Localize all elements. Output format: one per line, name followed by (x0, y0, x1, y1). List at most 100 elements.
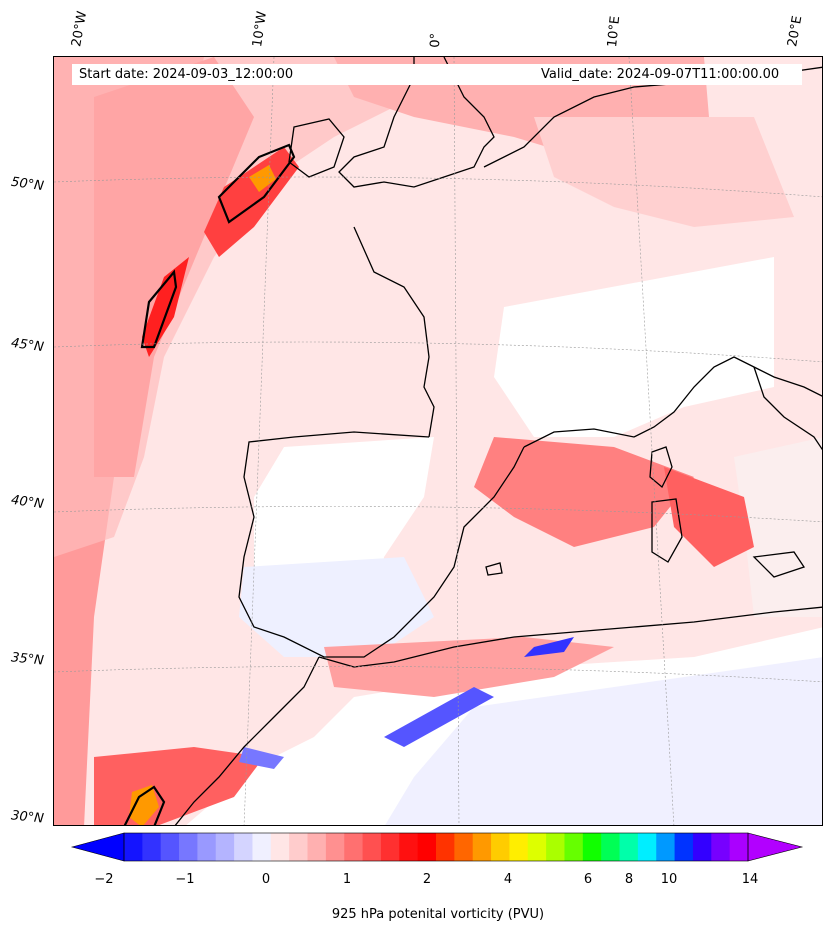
lon-label-0: 0° (428, 32, 444, 48)
colorbar-cell (491, 833, 510, 861)
coastlines (174, 57, 822, 825)
lon-label-10e: 10°E (605, 15, 624, 49)
pv-max-uk-orange (249, 165, 276, 192)
colorbar-cell (362, 833, 382, 861)
colorbar-cell (656, 833, 676, 861)
pv-field-northwest (54, 57, 434, 557)
colorbar-cell (142, 833, 162, 861)
pv-min-med-strip (524, 637, 574, 657)
lon-label-10w: 10°W (250, 10, 270, 48)
colorbar-cells (124, 833, 749, 861)
coastline-mallorca (485, 562, 503, 576)
lat-label-30n: 30°N (10, 808, 45, 827)
colorbar-cell (197, 833, 217, 861)
colorbar-cell (637, 833, 657, 861)
colorbar-cell (436, 833, 455, 861)
graticule-lat-45 (54, 341, 822, 363)
colorbar-title: 925 hPa potenital vorticity (PVU) (331, 907, 545, 922)
colorbar-cell (527, 833, 547, 861)
colorbar-cell (344, 833, 364, 861)
colorbar-cell (692, 833, 712, 861)
pv-max-balearic (474, 437, 694, 547)
coastline-italy-boot (753, 366, 822, 451)
colorbar-tick-label: 1 (342, 872, 352, 887)
colorbar-tick-label: −1 (175, 872, 195, 887)
colorbar-cell (270, 833, 290, 861)
colorbar-tick-label: 0 (261, 872, 271, 887)
colorbar-cell (417, 833, 437, 861)
colorbar-cell (234, 833, 253, 861)
coastline-iberia (238, 431, 525, 658)
lon-label-20e: 20°E (785, 14, 806, 48)
pv-field-sahara-lavender (385, 657, 822, 825)
colorbar-cell (399, 833, 419, 861)
colorbar-cell (674, 833, 694, 861)
colorbar-cell (509, 833, 529, 861)
colorbar (70, 832, 804, 862)
coastline-great-britain (338, 57, 495, 188)
map-panel (53, 56, 823, 826)
coastline-morocco-atlantic (174, 656, 320, 825)
graticule-lon-0 (453, 57, 460, 825)
pv-field-med-east-white (734, 437, 822, 617)
colorbar-cell (307, 833, 327, 861)
coastline-corsica (649, 446, 673, 489)
colorbar-cell (160, 833, 180, 861)
colorbar-extend-low (70, 832, 125, 862)
colorbar-tick-label: 8 (624, 872, 634, 887)
colorbar-tick-label: −2 (94, 872, 114, 887)
coastline-france-atlantic (353, 226, 435, 438)
pv-field-iberia-lightblue (239, 557, 434, 657)
colorbar-tick-label: 10 (660, 872, 678, 887)
colorbar-cell (546, 833, 565, 861)
graticule-lat-35 (54, 666, 822, 683)
graticule (54, 57, 822, 825)
colorbar-cell (325, 833, 345, 861)
lat-label-40n: 40°N (10, 492, 45, 513)
colorbar-tick-label: 2 (422, 872, 432, 887)
colorbar-outline (123, 832, 749, 862)
pv-contour-morocco (123, 785, 166, 825)
colorbar-cell (124, 833, 143, 861)
lat-label-35n: 35°N (10, 650, 45, 669)
pv-max-filament-ocean (142, 257, 189, 357)
colorbar-cell (729, 833, 749, 861)
pv-field-central-europe (534, 117, 794, 227)
colorbar-cell (472, 833, 492, 861)
colorbar-cell (252, 833, 272, 861)
colorbar-extend-high (747, 832, 804, 862)
header-bar (72, 64, 802, 85)
colorbar-cell (454, 833, 474, 861)
lat-label-50n: 50°N (10, 174, 45, 195)
pv-field-alps-white (494, 257, 774, 437)
colorbar-tick-label: 4 (503, 872, 513, 887)
colorbar-cell (601, 833, 621, 861)
colorbar-tick-label: 6 (583, 872, 593, 887)
colorbar-cell (582, 833, 602, 861)
colorbar-cell (564, 833, 584, 861)
pv-max-tyrrhenian (664, 467, 754, 567)
coastline-sardinia (651, 498, 683, 563)
pv-contour-ocean-filament (140, 269, 178, 349)
pv-max-orange-core (129, 785, 159, 825)
valid-date-label: Valid_date: 2024-09-07T11:00:00.00 (541, 67, 780, 82)
coastline-med-france-italy (523, 356, 822, 448)
colorbar-cell (711, 833, 731, 861)
colorbar-cell (619, 833, 639, 861)
colorbar-cell (215, 833, 235, 861)
colorbar-cell (289, 833, 309, 861)
coastline-north-africa (318, 606, 822, 668)
start-date-label: Start date: 2024-09-03_12:00:00 (79, 67, 294, 82)
lon-label-20w: 20°W (69, 10, 91, 49)
map-canvas (54, 57, 822, 825)
colorbar-tick-label-14: 14 (741, 872, 759, 887)
lat-label-45n: 45°N (10, 335, 45, 356)
graticule-lat-40 (54, 506, 822, 523)
pv-min-morocco-strip (239, 747, 284, 769)
graticule-lon-10w (243, 57, 275, 825)
graticule-lat-50 (54, 176, 822, 198)
pv-contour-biscay (217, 143, 296, 224)
pv-max-biscay-band (204, 147, 299, 257)
pv-contours (123, 143, 296, 825)
graticule-lon-10e (628, 57, 675, 825)
